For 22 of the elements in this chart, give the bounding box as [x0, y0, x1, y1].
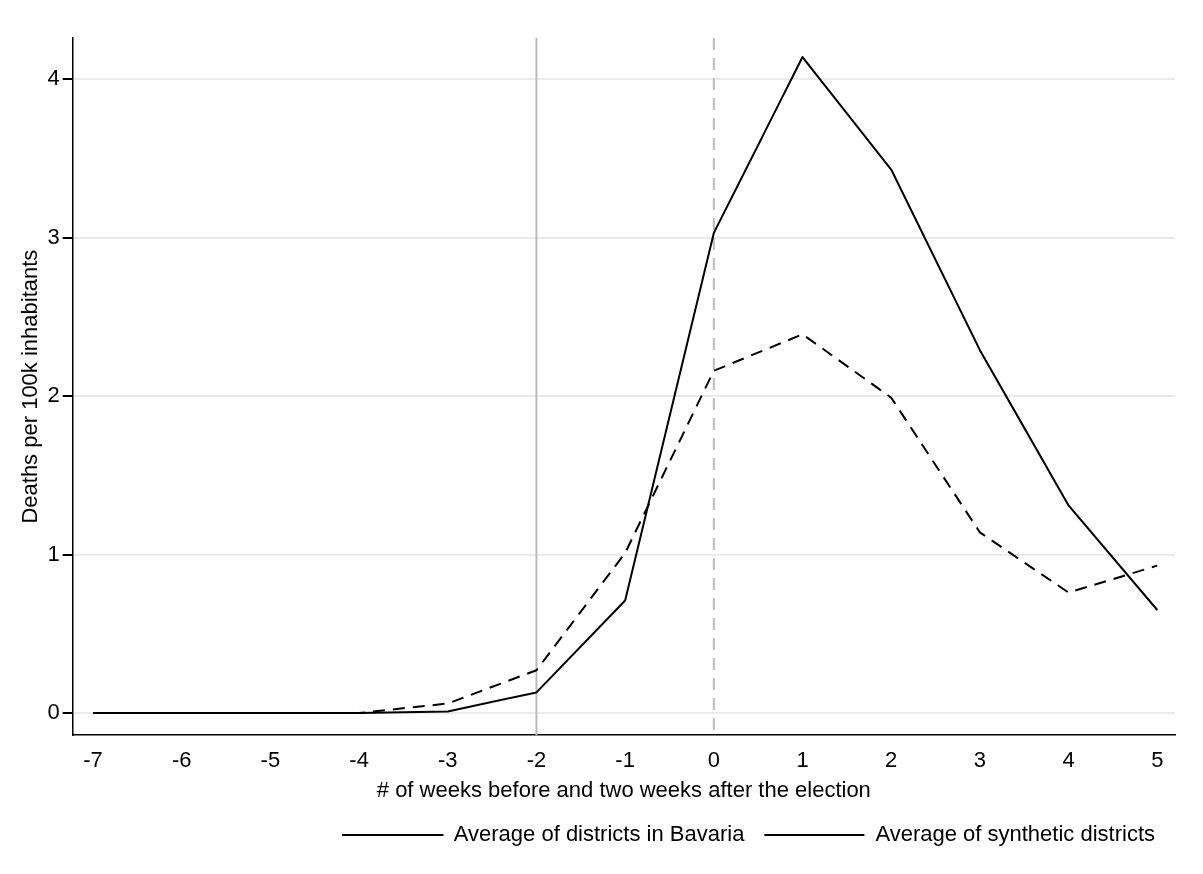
- x-tick-label: 5: [1151, 747, 1164, 773]
- x-tick-label: -7: [83, 747, 103, 773]
- y-tick-label: 1: [47, 540, 60, 566]
- y-tick-label: 3: [47, 223, 60, 249]
- y-tick-label: 0: [47, 699, 60, 725]
- x-tick-label: -6: [171, 747, 192, 773]
- legend-label: Average of synthetic districts: [875, 821, 1155, 847]
- x-tick-label: 0: [707, 747, 720, 773]
- x-tick-label: 1: [796, 747, 809, 773]
- x-axis-title: # of weeks before and two weeks after the election: [376, 776, 871, 802]
- legend-label: Average of districts in Bavaria: [453, 821, 746, 847]
- x-tick-label: -4: [349, 747, 369, 773]
- x-tick-label: -2: [526, 747, 547, 773]
- x-tick-label: -1: [615, 747, 635, 773]
- x-tick-label: -5: [260, 747, 281, 773]
- y-tick-label: 4: [47, 65, 60, 91]
- x-tick-label: 3: [973, 747, 987, 773]
- y-tick-label: 2: [47, 382, 60, 408]
- x-tick-label: 4: [1062, 747, 1075, 773]
- x-tick-label: -3: [438, 747, 458, 773]
- y-axis-title: Deaths per 100k inhabitants: [17, 249, 43, 524]
- x-tick-label: 2: [885, 747, 898, 773]
